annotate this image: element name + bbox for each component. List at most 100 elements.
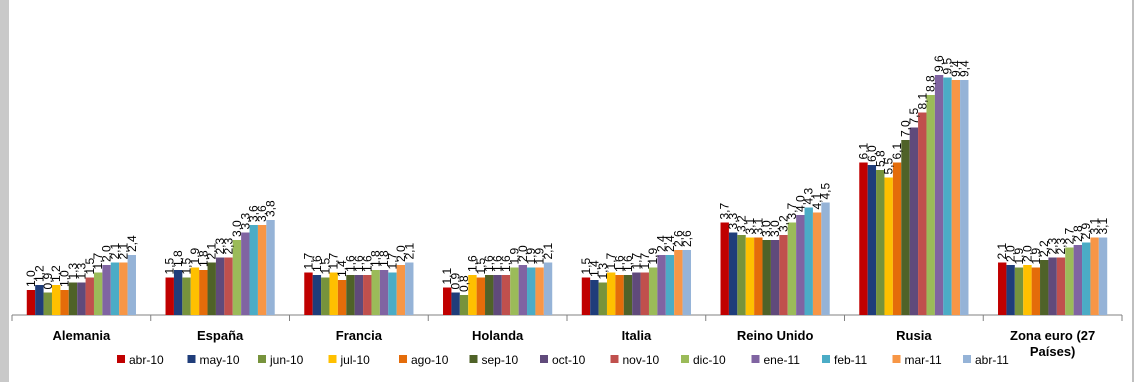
bar-value-label: 3,7 bbox=[785, 202, 799, 219]
bar-value-label: 1,7 bbox=[385, 252, 399, 269]
bar-ene-11 bbox=[934, 75, 944, 315]
bar-value-label: 1,9 bbox=[533, 247, 547, 264]
bar-abr-10 bbox=[443, 287, 452, 315]
bar-may-10 bbox=[35, 285, 44, 315]
bar-nov-10 bbox=[779, 235, 788, 315]
bar-value-label: 5,8 bbox=[873, 150, 887, 167]
bar-nov-10 bbox=[363, 275, 372, 315]
left-edge-strip bbox=[0, 0, 9, 382]
bar-ene-11 bbox=[796, 215, 805, 315]
bar-oct-10 bbox=[632, 272, 641, 315]
bar-jun-10 bbox=[459, 295, 469, 315]
bar-value-label: 3,1 bbox=[1096, 217, 1110, 234]
bar-nov-10 bbox=[1056, 257, 1066, 315]
bar-value-label: 2,3 bbox=[222, 237, 236, 254]
bar-feb-11 bbox=[1082, 242, 1091, 315]
bar-value-label: 7,5 bbox=[907, 107, 921, 124]
legend-label: ene-11 bbox=[764, 353, 801, 367]
bar-value-label: 1,6 bbox=[343, 255, 357, 272]
bar-value-label: 8,8 bbox=[924, 75, 938, 92]
bar-dic-10 bbox=[926, 95, 935, 315]
bar-dic-10 bbox=[787, 222, 797, 315]
legend-swatch-mar-11 bbox=[892, 355, 901, 363]
legend-label: jul-10 bbox=[340, 353, 371, 367]
bar-value-label: 2,8 bbox=[1071, 225, 1085, 242]
bar-ene-11 bbox=[657, 255, 666, 315]
bar-value-label: 0,9 bbox=[449, 272, 463, 289]
bar-mar-11 bbox=[674, 250, 683, 315]
bar-value-label: 1,8 bbox=[171, 250, 185, 267]
bar-oct-10 bbox=[354, 275, 364, 315]
bar-mar-11 bbox=[951, 80, 961, 315]
bar-feb-11 bbox=[249, 225, 258, 315]
bar-value-label: 2,3 bbox=[1054, 237, 1068, 254]
bar-dic-10 bbox=[648, 267, 658, 315]
bar-value-label: 1,8 bbox=[196, 250, 210, 267]
bar-oct-10 bbox=[77, 282, 86, 315]
bar-mar-11 bbox=[119, 262, 128, 315]
bar-value-label: 1,1 bbox=[440, 267, 454, 284]
bar-value-label: 1,5 bbox=[474, 257, 488, 274]
bar-feb-11 bbox=[527, 267, 536, 315]
legend-swatch-dic-10 bbox=[681, 355, 689, 363]
bar-value-label: 3,1 bbox=[1088, 217, 1102, 234]
legend-swatch-abr-10 bbox=[117, 355, 125, 363]
bar-abr-11 bbox=[960, 80, 969, 315]
bar-ago-10 bbox=[892, 162, 902, 315]
bar-value-label: 1,6 bbox=[491, 255, 505, 272]
bar-value-label: 1,5 bbox=[318, 257, 332, 274]
bar-value-label: 3,7 bbox=[718, 202, 732, 219]
bar-value-label: 1,6 bbox=[499, 255, 513, 272]
bar-abr-10 bbox=[26, 290, 36, 315]
legend-swatch-sep-10 bbox=[469, 355, 478, 363]
bar-value-label: 2,4 bbox=[663, 235, 677, 252]
bar-value-label: 1,2 bbox=[49, 265, 63, 282]
legend-swatch-abr-11 bbox=[963, 355, 971, 363]
bar-value-label: 1,0 bbox=[58, 270, 72, 287]
bar-abr-11 bbox=[266, 220, 275, 315]
bar-nov-10 bbox=[85, 277, 94, 315]
bar-mar-11 bbox=[1090, 237, 1099, 315]
bar-jun-10 bbox=[598, 282, 607, 315]
bar-mar-11 bbox=[535, 267, 544, 315]
legend-swatch-jul-10 bbox=[328, 355, 337, 363]
bar-jun-10 bbox=[876, 170, 885, 315]
bar-oct-10 bbox=[770, 240, 780, 315]
bar-value-label: 2,0 bbox=[394, 245, 408, 262]
bar-mar-11 bbox=[257, 225, 267, 315]
legend-swatch-feb-11 bbox=[822, 355, 830, 363]
bar-dic-10 bbox=[510, 267, 519, 315]
bar-sep-10 bbox=[207, 262, 216, 315]
bar-value-label: 1,6 bbox=[310, 255, 324, 272]
legend-label: abr-11 bbox=[975, 353, 1009, 367]
bar-value-label: 1,7 bbox=[301, 252, 315, 269]
bar-value-label: 2,3 bbox=[1046, 237, 1060, 254]
legend-swatch-jun-10 bbox=[258, 355, 266, 363]
bar-value-label: 2,4 bbox=[655, 235, 669, 252]
bar-dic-10 bbox=[93, 272, 103, 315]
bar-value-label: 2,1 bbox=[402, 242, 416, 259]
bar-dic-10 bbox=[232, 240, 242, 315]
category-label: Zona euro (27 Países) bbox=[1010, 328, 1095, 359]
bar-ene-11 bbox=[379, 270, 389, 315]
bar-value-label: 1,5 bbox=[180, 257, 194, 274]
bar-value-label: 1,4 bbox=[335, 260, 349, 277]
bar-value-label: 1,5 bbox=[83, 257, 97, 274]
bar-ago-10 bbox=[199, 270, 208, 315]
value-labels-layer: 1,01,20,91,21,01,31,31,51,72,02,12,12,41… bbox=[24, 55, 1110, 292]
bar-abr-11 bbox=[127, 255, 136, 315]
bar-jun-10 bbox=[737, 235, 746, 315]
bar-value-label: 4,1 bbox=[810, 192, 824, 209]
bar-ene-11 bbox=[518, 265, 528, 315]
bar-value-label: 3,1 bbox=[751, 217, 765, 234]
bar-value-label: 2,0 bbox=[516, 245, 530, 262]
legend-swatch-nov-10 bbox=[610, 355, 619, 363]
bar-value-label: 3,2 bbox=[777, 215, 791, 232]
bar-sep-10 bbox=[901, 140, 910, 315]
bar-value-label: 1,9 bbox=[188, 247, 202, 264]
bar-value-label: 5,5 bbox=[882, 157, 896, 174]
bar-oct-10 bbox=[909, 127, 919, 315]
bar-nov-10 bbox=[224, 257, 233, 315]
bar-value-label: 1,2 bbox=[32, 265, 46, 282]
bar-value-label: 1,3 bbox=[66, 262, 80, 279]
